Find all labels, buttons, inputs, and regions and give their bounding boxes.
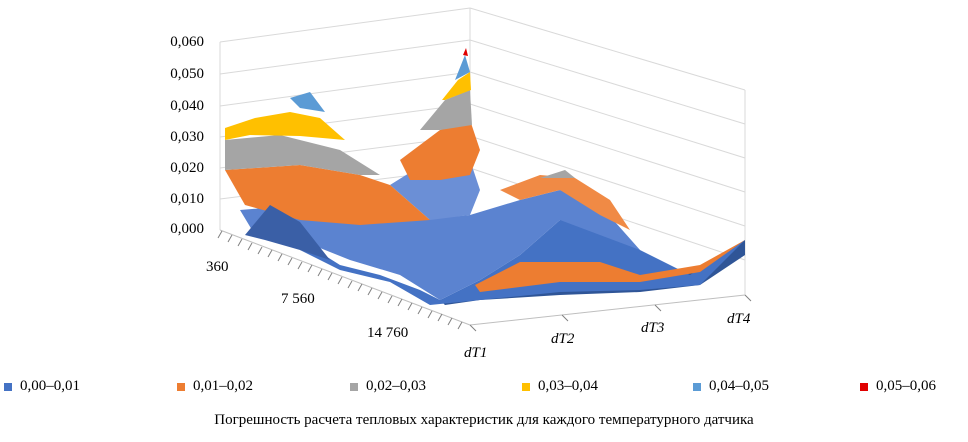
depth-tick-label: dT4 — [727, 311, 751, 327]
legend-label: 0,03–0,04 — [538, 378, 598, 394]
legend-label: 0,05–0,06 — [876, 378, 936, 394]
legend-item: 0,03–0,04 — [522, 378, 598, 395]
legend-swatch — [350, 382, 358, 391]
surface — [225, 48, 745, 305]
legend-swatch — [860, 382, 868, 391]
legend-swatch — [693, 382, 701, 391]
x-tick-label: 7 560 — [281, 291, 315, 307]
legend-label: 0,04–0,05 — [709, 378, 769, 394]
x-tick-label: 360 — [206, 259, 229, 275]
axes — [219, 229, 746, 326]
legend-item: 0,05–0,06 — [860, 378, 936, 395]
z-tick-label: 0,040 — [170, 98, 204, 114]
surface-chart — [217, 7, 752, 332]
legend-item: 0,04–0,05 — [693, 378, 769, 395]
x-tick-label: 14 760 — [367, 325, 409, 341]
legend-item: 0,01–0,02 — [177, 378, 253, 395]
depth-tick-label: dT3 — [641, 320, 665, 336]
legend-item: 0,00–0,01 — [4, 378, 80, 395]
legend-swatch — [522, 382, 530, 391]
legend-label: 0,01–0,02 — [193, 378, 253, 394]
figure-caption: Погрешность расчета тепловых характерист… — [214, 412, 754, 428]
legend-label: 0,02–0,03 — [366, 378, 426, 394]
z-tick-label: 0,030 — [170, 129, 204, 145]
legend-swatch — [4, 382, 12, 391]
depth-tick-marks — [469, 294, 752, 332]
z-tick-label: 0,020 — [170, 160, 204, 176]
legend-item: 0,02–0,03 — [350, 378, 426, 395]
z-tick-label: 0,050 — [170, 66, 204, 82]
x-tick-marks — [217, 230, 463, 330]
z-tick-label: 0,000 — [170, 221, 204, 237]
z-tick-label: 0,060 — [170, 34, 204, 50]
legend-swatch — [177, 382, 185, 391]
legend-label: 0,00–0,01 — [20, 378, 80, 394]
legend: 0,00–0,01 0,01–0,02 0,02–0,03 0,03–0,04 … — [0, 378, 968, 400]
z-tick-label: 0,010 — [170, 191, 204, 207]
depth-tick-label: dT1 — [464, 345, 488, 361]
depth-tick-label: dT2 — [551, 331, 575, 347]
